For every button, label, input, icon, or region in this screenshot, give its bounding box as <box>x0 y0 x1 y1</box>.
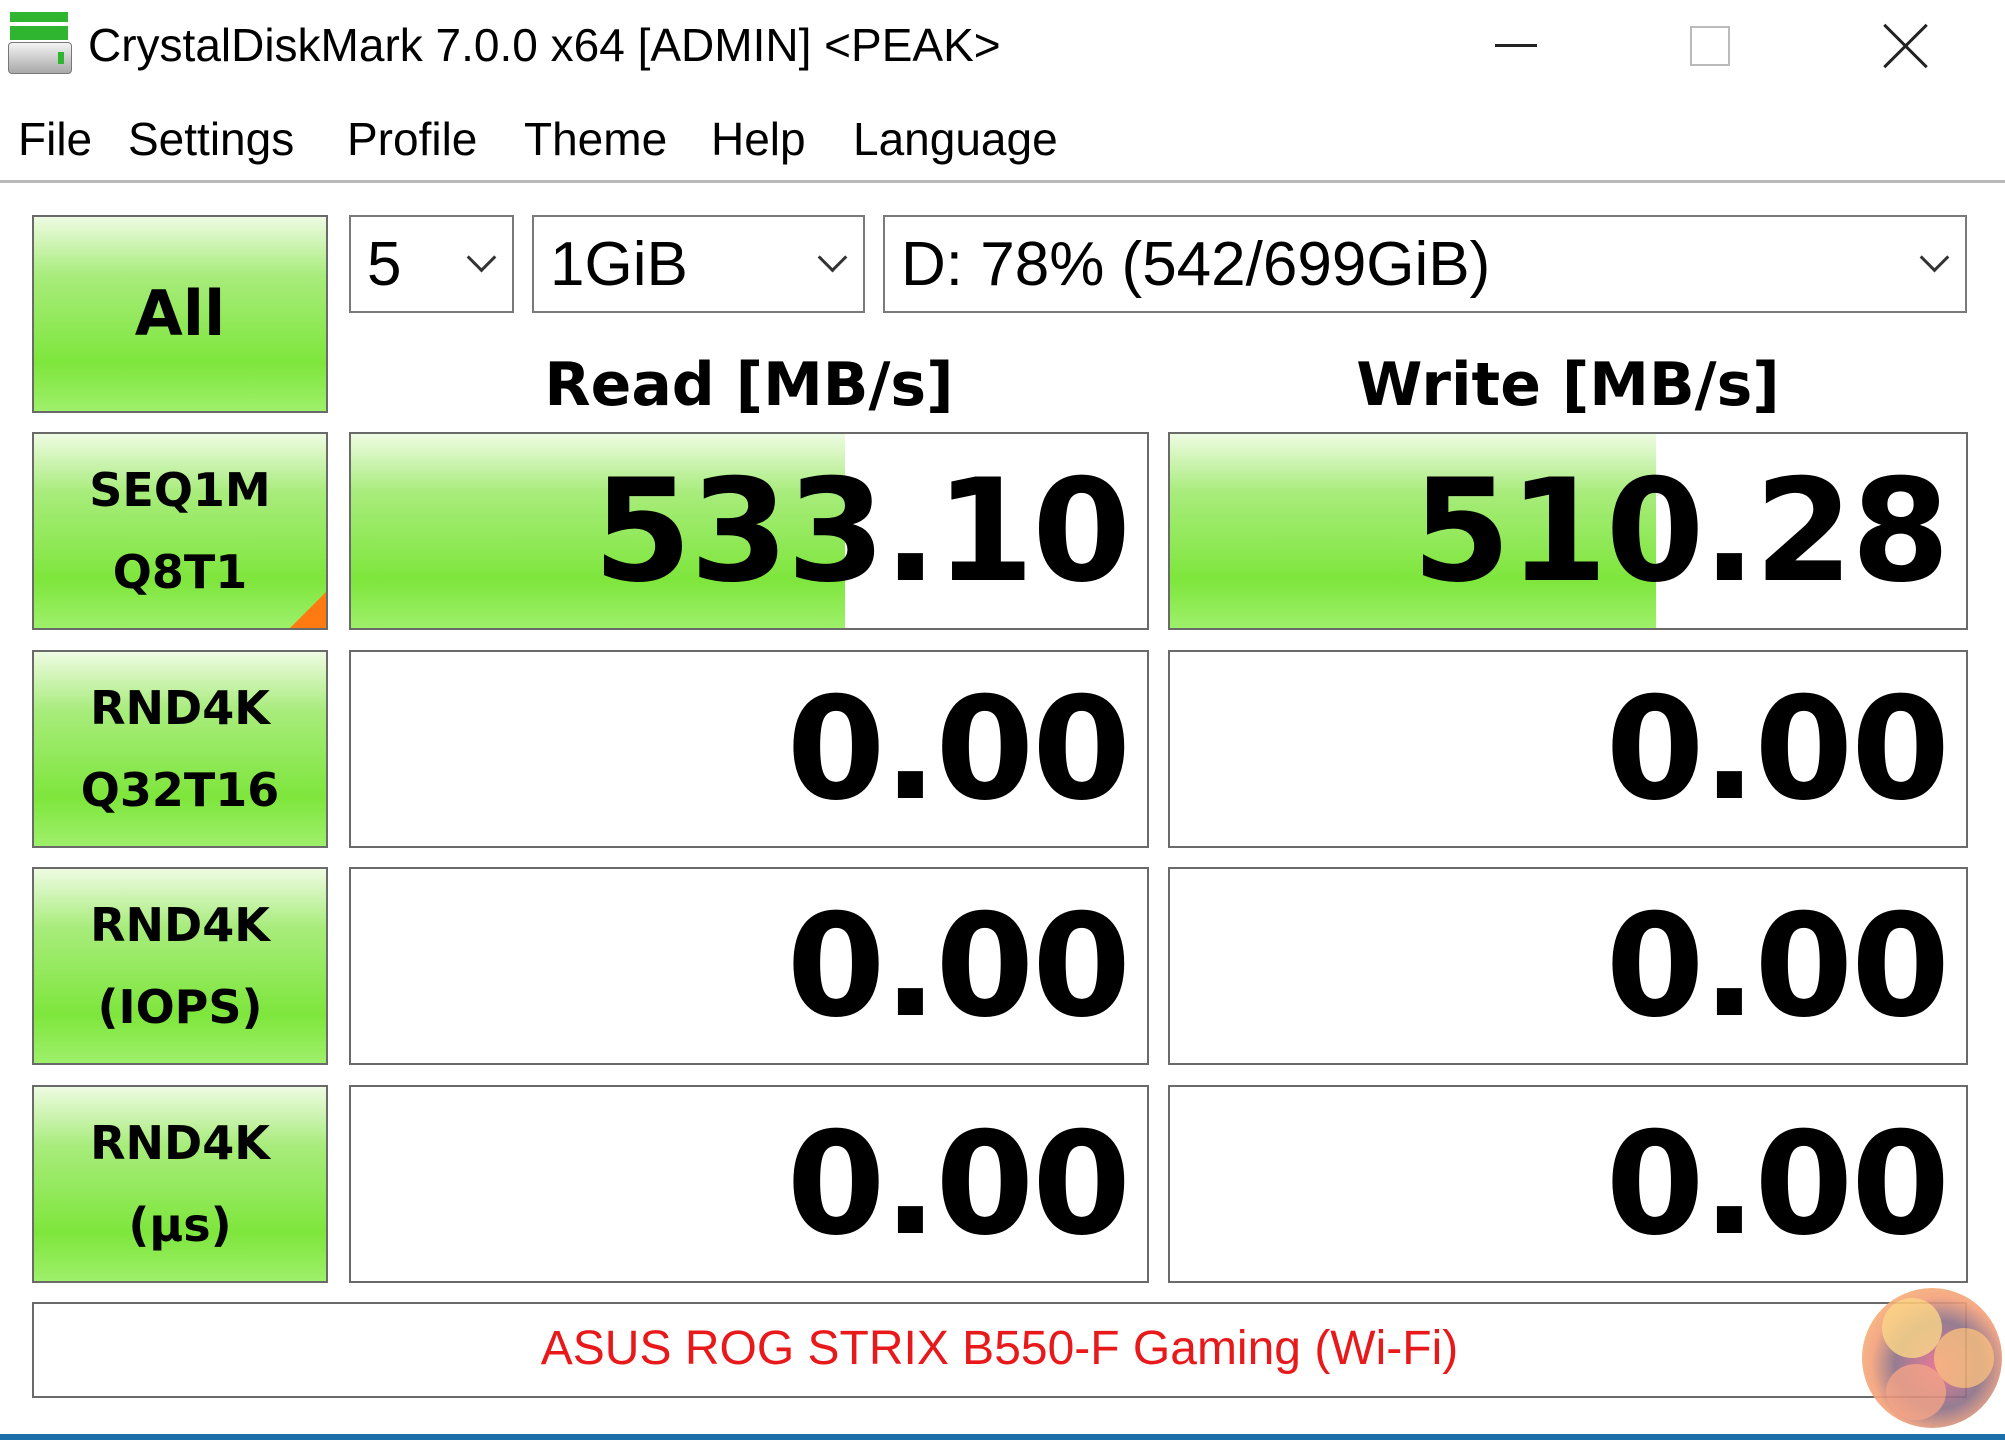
close-button[interactable] <box>1880 20 1932 72</box>
test-label-line2: (IOPS) <box>97 980 263 1034</box>
read-progress-bar <box>351 434 845 628</box>
test-button-1[interactable]: RND4K Q32T16 <box>32 650 328 848</box>
write-progress-bar <box>1170 434 1656 628</box>
menu-theme[interactable]: Theme <box>524 113 668 165</box>
test-button-0[interactable]: SEQ1M Q8T1 <box>32 432 328 630</box>
app-icon <box>8 12 72 74</box>
chevron-down-icon <box>1919 242 1950 273</box>
chevron-down-icon <box>466 242 497 273</box>
watermark-logo <box>1862 1288 2002 1428</box>
minimize-button[interactable] <box>1495 44 1537 47</box>
size-select[interactable]: 1GiB <box>532 215 865 313</box>
write-header: Write [MB/s] <box>1356 350 1780 420</box>
menu-file[interactable]: File <box>18 113 93 165</box>
maximize-button[interactable] <box>1690 26 1730 66</box>
write-result-cell: 0.00 <box>1168 650 1968 848</box>
read-value: 0.00 <box>786 1102 1131 1267</box>
read-value: 533.10 <box>593 449 1131 614</box>
test-button-2[interactable]: RND4K (IOPS) <box>32 867 328 1065</box>
chevron-down-icon <box>817 242 848 273</box>
read-result-cell: 533.10 <box>349 432 1149 630</box>
read-header: Read [MB/s] <box>544 350 954 420</box>
selected-corner-marker <box>290 592 326 628</box>
menu-settings[interactable]: Settings <box>128 113 295 165</box>
size-value: 1GiB <box>550 229 688 299</box>
read-value: 0.00 <box>786 667 1131 832</box>
read-result-cell: 0.00 <box>349 1085 1149 1283</box>
test-label-line1: RND4K <box>90 1116 270 1170</box>
menu-separator <box>0 180 2005 183</box>
test-label-line1: SEQ1M <box>89 463 271 517</box>
menu-language[interactable]: Language <box>853 113 1058 165</box>
comment-field[interactable]: ASUS ROG STRIX B550-F Gaming (Wi-Fi) <box>32 1302 1967 1398</box>
write-result-cell: 0.00 <box>1168 867 1968 1065</box>
write-result-cell: 0.00 <box>1168 1085 1968 1283</box>
menu-profile[interactable]: Profile <box>347 113 478 165</box>
all-button[interactable]: All <box>32 215 328 413</box>
count-value: 5 <box>367 229 402 299</box>
all-label: All <box>134 277 226 350</box>
read-result-cell: 0.00 <box>349 650 1149 848</box>
window-title: CrystalDiskMark 7.0.0 x64 [ADMIN] <PEAK> <box>88 19 1001 71</box>
test-label-line2: Q32T16 <box>80 763 280 817</box>
test-button-3[interactable]: RND4K (μs) <box>32 1085 328 1283</box>
write-value: 0.00 <box>1605 1102 1950 1267</box>
drive-select[interactable]: D: 78% (542/699GiB) <box>883 215 1967 313</box>
write-value: 510.28 <box>1412 449 1950 614</box>
window-bottom-border <box>0 1434 2005 1440</box>
write-value: 0.00 <box>1605 667 1950 832</box>
test-label-line2: (μs) <box>128 1198 232 1252</box>
count-select[interactable]: 5 <box>349 215 514 313</box>
read-value: 0.00 <box>786 884 1131 1049</box>
menu-help[interactable]: Help <box>711 113 806 165</box>
read-result-cell: 0.00 <box>349 867 1149 1065</box>
test-label-line1: RND4K <box>90 681 270 735</box>
test-label-line1: RND4K <box>90 898 270 952</box>
test-label-line2: Q8T1 <box>112 545 248 599</box>
write-result-cell: 510.28 <box>1168 432 1968 630</box>
drive-value: D: 78% (542/699GiB) <box>901 229 1491 299</box>
write-value: 0.00 <box>1605 884 1950 1049</box>
